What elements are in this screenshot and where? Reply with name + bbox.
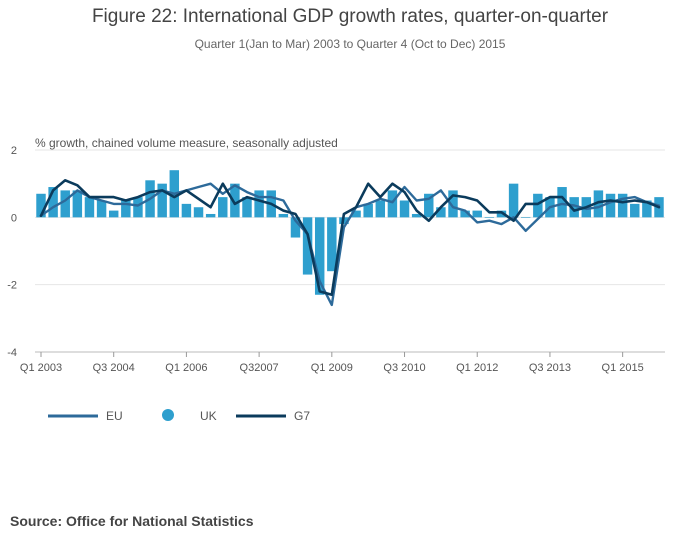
uk-bar [290,217,301,238]
x-tick-label: Q1 2012 [456,362,498,374]
y-axis-label: % growth, chained volume measure, season… [35,136,338,150]
uk-bar [363,203,373,218]
x-tick-label: Q1 2009 [311,362,353,374]
x-tick-label: Q3 2013 [529,362,571,374]
x-tick-label: Q1 2015 [602,362,644,374]
chart-title: Figure 22: International GDP growth rate… [91,6,609,27]
axes: 2 0 -2 -4Q1 2003 Q3 2004 Q1 2006 Q32007 Q1 2009… [7,145,665,374]
uk-bar [314,217,325,295]
uk-bar [254,190,264,218]
x-tick-label: Q32007 [240,362,279,374]
uk-bar [133,197,143,218]
eu-line [39,182,661,307]
uk-bar [496,210,507,218]
uk-bar [205,213,216,218]
uk-bar [484,217,495,218]
uk-bar [460,210,470,218]
uk-bar [193,207,204,218]
uk-bar [327,217,337,272]
uk-bar [520,217,531,218]
uk-bar [448,190,458,218]
uk-bar [84,197,95,218]
uk-bar [108,210,119,218]
uk-bar [218,197,228,218]
uk-bar [593,190,604,218]
legend-g7-label: G7 [294,409,310,423]
uk-bar [508,183,519,218]
uk-bar [48,187,58,218]
uk-bar [472,210,482,218]
chart-subtitle: Quarter 1(Jan to Mar) 2003 to Quarter 4 … [194,37,506,51]
uk-bar [375,200,386,218]
uk-bar [302,217,313,275]
uk-bar [436,207,446,218]
y-tick-label: 2 [11,145,17,157]
uk-bar [387,190,398,218]
legend-uk-swatch [162,409,174,421]
uk-bar [230,183,240,218]
uk-bar [557,187,567,218]
uk-bar [630,203,640,218]
uk-bar [351,210,361,218]
legend-eu-label: EU [106,409,123,423]
uk-bar [96,200,107,218]
uk-bar [605,193,616,218]
y-tick-label: 0 [11,212,17,224]
uk-bar [617,193,628,218]
source-note: Source: Office for National Statistics [10,513,254,529]
x-tick-label: Q3 2004 [93,362,135,374]
series-lines [39,179,661,307]
uk-bar [36,193,46,218]
uk-bar [242,197,252,218]
y-tick-label: -2 [7,280,17,292]
uk-bar [72,190,83,218]
x-tick-label: Q3 2010 [383,362,425,374]
uk-bar [181,203,192,218]
uk-bar [642,200,652,218]
legend[interactable]: EU UK G7 [48,409,310,423]
uk-bar [569,197,579,218]
uk-bar [399,200,410,218]
x-tick-label: Q1 2006 [165,362,207,374]
uk-bar [533,193,543,218]
x-tick-label: Q1 2003 [20,362,62,374]
g7-line [39,179,661,297]
uk-bar [121,200,131,218]
y-tick-label: -4 [7,347,17,359]
uk-bar [60,190,70,218]
uk-bars [36,170,664,295]
uk-bar [157,183,167,218]
uk-bar [411,213,422,218]
uk-bar [278,213,289,218]
legend-uk-label: UK [200,409,217,423]
uk-bar [424,193,434,218]
gridlines [35,149,665,353]
